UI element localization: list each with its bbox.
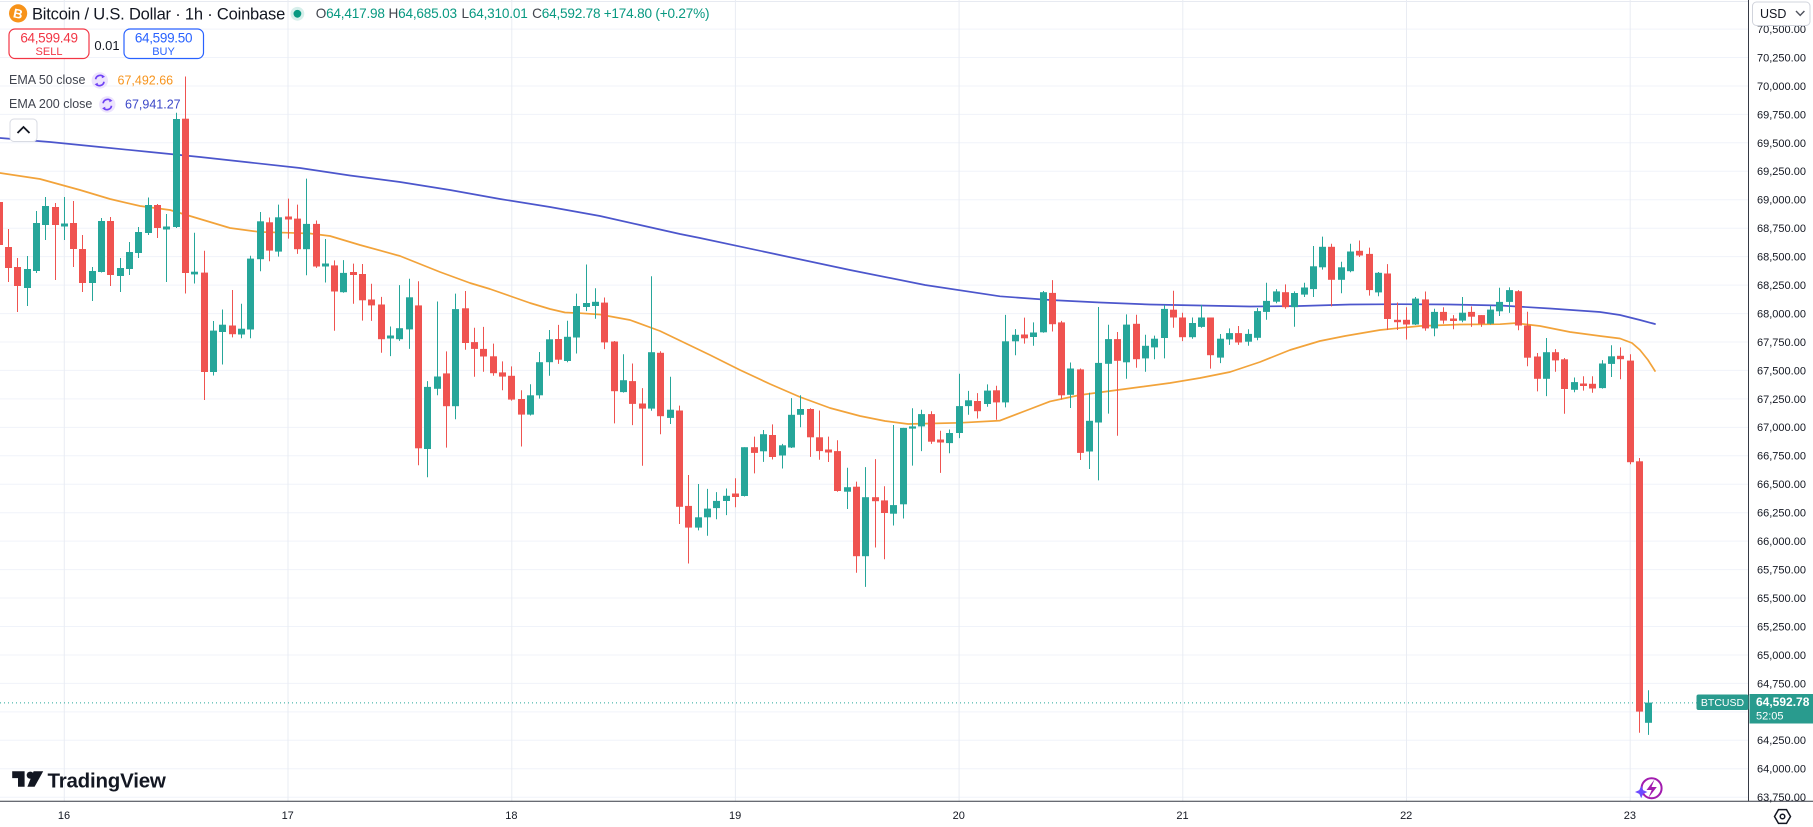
svg-text:BUY: BUY <box>152 46 175 58</box>
svg-text:17: 17 <box>282 810 294 822</box>
svg-text:22: 22 <box>1400 810 1412 822</box>
svg-text:68,750.00: 68,750.00 <box>1757 223 1806 235</box>
svg-text:20: 20 <box>953 810 965 822</box>
svg-text:Bitcoin / U.S. Dollar · 1h · C: Bitcoin / U.S. Dollar · 1h · Coinbase <box>32 6 285 24</box>
svg-text:67,500.00: 67,500.00 <box>1757 365 1806 377</box>
svg-text:64,750.00: 64,750.00 <box>1757 678 1806 690</box>
svg-text:67,000.00: 67,000.00 <box>1757 422 1806 434</box>
svg-text:68,000.00: 68,000.00 <box>1757 308 1806 320</box>
svg-text:69,000.00: 69,000.00 <box>1757 195 1806 207</box>
svg-text:66,250.00: 66,250.00 <box>1757 508 1806 520</box>
svg-text:65,250.00: 65,250.00 <box>1757 621 1806 633</box>
svg-text:67,492.66: 67,492.66 <box>118 74 174 88</box>
svg-text:SELL: SELL <box>36 46 63 58</box>
svg-text:O64,417.98: O64,417.98 <box>316 6 385 21</box>
svg-text:68,250.00: 68,250.00 <box>1757 280 1806 292</box>
svg-text:64,000.00: 64,000.00 <box>1757 764 1806 776</box>
svg-text:+174.80 (+0.27%): +174.80 (+0.27%) <box>604 6 710 21</box>
svg-text:TradingView: TradingView <box>48 770 166 793</box>
svg-text:67,250.00: 67,250.00 <box>1757 394 1806 406</box>
svg-text:64,599.50: 64,599.50 <box>135 31 192 46</box>
svg-text:23: 23 <box>1624 810 1636 822</box>
svg-text:16: 16 <box>58 810 70 822</box>
svg-text:70,250.00: 70,250.00 <box>1757 52 1806 64</box>
svg-text:21: 21 <box>1176 810 1188 822</box>
svg-text:0.01: 0.01 <box>94 38 119 53</box>
svg-text:65,500.00: 65,500.00 <box>1757 593 1806 605</box>
svg-text:64,250.00: 64,250.00 <box>1757 735 1806 747</box>
svg-text:BTCUSD: BTCUSD <box>1701 697 1745 709</box>
svg-text:68,500.00: 68,500.00 <box>1757 252 1806 264</box>
svg-text:70,000.00: 70,000.00 <box>1757 81 1806 93</box>
svg-text:66,000.00: 66,000.00 <box>1757 536 1806 548</box>
svg-text:65,000.00: 65,000.00 <box>1757 650 1806 662</box>
svg-text:64,599.49: 64,599.49 <box>20 31 77 46</box>
svg-text:69,500.00: 69,500.00 <box>1757 138 1806 150</box>
svg-text:EMA 50 close: EMA 50 close <box>9 73 85 87</box>
svg-text:66,500.00: 66,500.00 <box>1757 479 1806 491</box>
svg-text:67,750.00: 67,750.00 <box>1757 337 1806 349</box>
svg-text:69,750.00: 69,750.00 <box>1757 109 1806 121</box>
svg-text:18: 18 <box>505 810 517 822</box>
svg-text:70,500.00: 70,500.00 <box>1757 24 1806 36</box>
svg-text:USD: USD <box>1760 7 1786 21</box>
svg-text:69,250.00: 69,250.00 <box>1757 166 1806 178</box>
svg-text:L64,310.01: L64,310.01 <box>462 6 528 21</box>
svg-text:64,592.78: 64,592.78 <box>1756 695 1810 709</box>
svg-text:H64,685.03: H64,685.03 <box>389 6 457 21</box>
svg-text:C64,592.78: C64,592.78 <box>532 6 600 21</box>
svg-text:67,941.27: 67,941.27 <box>125 98 181 112</box>
svg-text:B: B <box>12 5 24 22</box>
svg-text:19: 19 <box>729 810 741 822</box>
svg-text:52:05: 52:05 <box>1756 711 1784 723</box>
svg-text:65,750.00: 65,750.00 <box>1757 565 1806 577</box>
svg-text:EMA 200 close: EMA 200 close <box>9 97 92 111</box>
svg-text:63,750.00: 63,750.00 <box>1757 792 1806 804</box>
svg-text:66,750.00: 66,750.00 <box>1757 451 1806 463</box>
